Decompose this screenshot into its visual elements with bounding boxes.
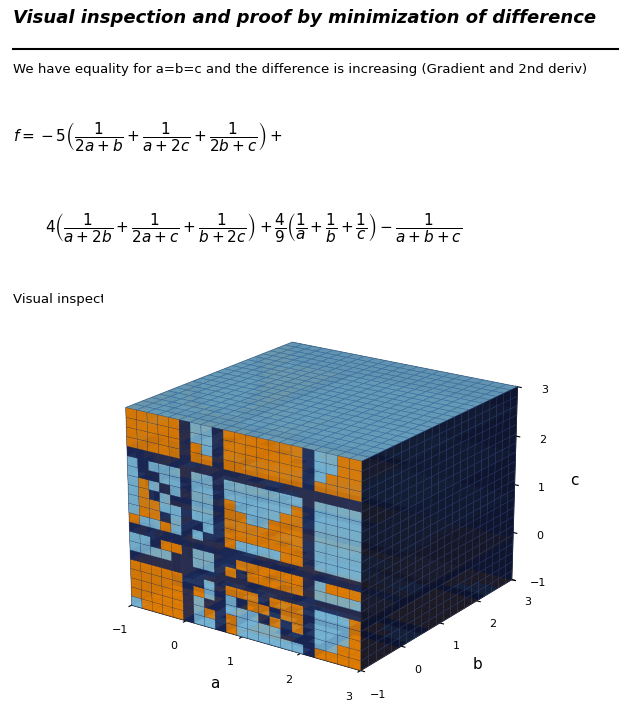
Text: Visual inspection and proof by minimization of difference: Visual inspection and proof by minimizat… <box>13 9 596 27</box>
Text: $f = -5\left(\dfrac{1}{2a+b} + \dfrac{1}{a+2c} + \dfrac{1}{2b+c}\right) +$: $f = -5\left(\dfrac{1}{2a+b} + \dfrac{1}… <box>13 120 283 153</box>
Y-axis label: b: b <box>473 657 483 673</box>
Text: $4\left(\dfrac{1}{a+2b} + \dfrac{1}{2a+c} + \dfrac{1}{b+2c}\right) + \dfrac{4}{9: $4\left(\dfrac{1}{a+2b} + \dfrac{1}{2a+c… <box>45 212 462 244</box>
X-axis label: a: a <box>210 676 220 691</box>
Text: We have equality for a=b=c and the difference is increasing (Gradient and 2nd de: We have equality for a=b=c and the diffe… <box>13 63 587 76</box>
Text: Visual inspection : region for which f > 0 when a>0,b>0 c>0: Visual inspection : region for which f >… <box>13 293 419 306</box>
